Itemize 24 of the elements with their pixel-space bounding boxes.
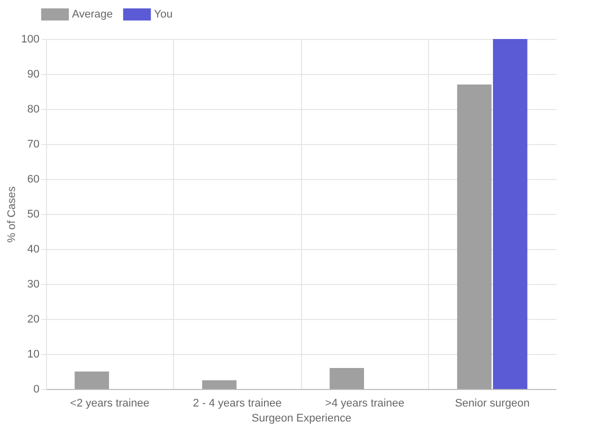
y-tick-label: 30 xyxy=(27,278,40,290)
bar xyxy=(74,372,110,389)
bar xyxy=(457,84,492,389)
x-axis-title: Surgeon Experience xyxy=(252,412,352,424)
y-tick-label: 100 xyxy=(21,34,40,46)
y-tick-label: 80 xyxy=(27,104,40,116)
y-tick-label: 20 xyxy=(27,314,40,326)
y-tick-label: 40 xyxy=(27,244,40,256)
legend-label: Average xyxy=(72,8,113,20)
y-tick-label: 10 xyxy=(27,348,40,360)
bar xyxy=(330,368,364,389)
bar xyxy=(492,39,528,389)
y-tick-label: 60 xyxy=(27,174,40,186)
x-tick-label: 2 - 4 years trainee xyxy=(192,398,282,410)
y-tick-label: 50 xyxy=(27,208,40,220)
x-tick-label: <2 years trainee xyxy=(70,398,150,410)
y-tick-label: 0 xyxy=(33,384,40,396)
legend-label: You xyxy=(154,8,173,20)
y-tick-label: 70 xyxy=(27,138,40,150)
bar xyxy=(202,380,237,389)
x-tick-label: >4 years trainee xyxy=(325,398,404,410)
x-tick-label: Senior surgeon xyxy=(454,398,530,410)
y-tick-label: 90 xyxy=(27,68,40,80)
y-axis-title: % of Cases xyxy=(6,186,18,243)
